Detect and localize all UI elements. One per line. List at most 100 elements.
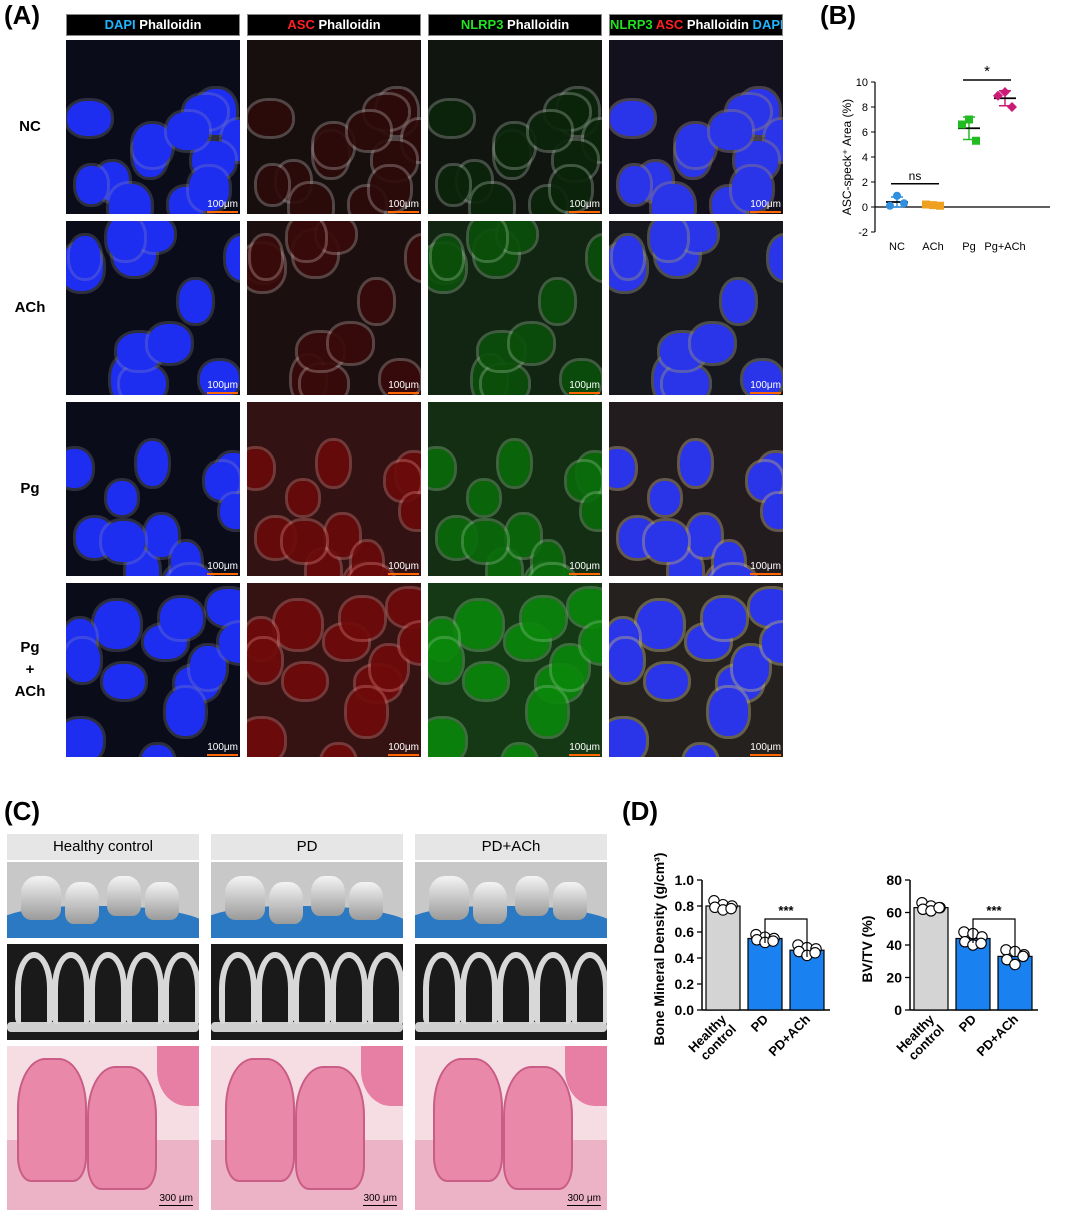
cell bbox=[646, 664, 688, 700]
cell bbox=[106, 221, 144, 260]
cell bbox=[649, 481, 681, 516]
scale-bar: 300 μm bbox=[363, 1193, 397, 1206]
micro-ct-slice bbox=[415, 944, 607, 1040]
panel-letter-c: (C) bbox=[4, 796, 41, 826]
tooth bbox=[429, 876, 469, 920]
x-tick-label: PD+ACh bbox=[765, 1011, 813, 1059]
jaw-cortex bbox=[211, 1022, 403, 1032]
cell bbox=[561, 360, 601, 395]
cell bbox=[274, 600, 321, 649]
cell bbox=[199, 360, 239, 395]
data-point bbox=[893, 191, 901, 200]
micro-ct-slice bbox=[211, 944, 403, 1040]
scale-bar: 100μm bbox=[207, 562, 238, 575]
cell bbox=[102, 521, 146, 563]
micro-ct-3d-render bbox=[415, 862, 607, 938]
scale-bar: 100μm bbox=[750, 200, 781, 213]
scale-bar-line bbox=[388, 211, 419, 213]
x-tick-label: PD+ACh bbox=[973, 1011, 1021, 1059]
tooth-root bbox=[163, 952, 199, 1024]
cell bbox=[147, 324, 192, 363]
column-header: PD bbox=[211, 834, 403, 860]
cell bbox=[679, 440, 711, 486]
x-tick-label-line: PD+ACh bbox=[973, 1011, 1021, 1059]
cell bbox=[287, 221, 325, 260]
cell bbox=[284, 664, 326, 700]
cell bbox=[380, 360, 420, 395]
micrograph-tile: 100μm bbox=[428, 583, 602, 757]
cell bbox=[399, 622, 421, 663]
cell bbox=[609, 719, 647, 757]
tooth bbox=[269, 882, 303, 924]
significance-label: *** bbox=[986, 903, 1002, 918]
scale-bar-line bbox=[750, 573, 781, 575]
data-point bbox=[1007, 102, 1017, 112]
cell bbox=[401, 493, 421, 530]
micrograph-tile: 100μm bbox=[609, 221, 783, 395]
he-histology: 300 μm bbox=[211, 1046, 403, 1210]
cell bbox=[321, 744, 355, 757]
cell bbox=[482, 364, 528, 395]
cell bbox=[207, 589, 240, 627]
cell bbox=[651, 184, 695, 214]
cell bbox=[204, 462, 240, 500]
data-point bbox=[958, 120, 966, 129]
y-tick-label: 80 bbox=[886, 872, 902, 888]
y-tick-label: 0.6 bbox=[675, 924, 695, 940]
tooth-section bbox=[225, 1058, 295, 1182]
he-histology: 300 μm bbox=[7, 1046, 199, 1210]
x-tick-label-line: PD bbox=[748, 1012, 771, 1035]
gingiva bbox=[361, 1046, 403, 1106]
cell bbox=[750, 589, 783, 627]
cell bbox=[283, 521, 327, 563]
channel-label: NLRP3 bbox=[460, 17, 504, 32]
channel-label: Phalloidin bbox=[314, 17, 381, 32]
scale-bar-line bbox=[569, 573, 600, 575]
x-tick-label: Healthycontrol bbox=[685, 1011, 739, 1065]
channel-label: Phalloidin bbox=[503, 17, 570, 32]
x-tick-label-line: PD bbox=[956, 1012, 979, 1035]
cell bbox=[370, 646, 407, 690]
y-tick-label: 1.0 bbox=[675, 872, 695, 888]
y-tick-label: 4 bbox=[862, 152, 868, 164]
tooth-root bbox=[497, 952, 535, 1024]
cell bbox=[522, 597, 565, 639]
micrograph-tile: 100μm bbox=[609, 402, 783, 576]
cell bbox=[428, 719, 466, 757]
cell bbox=[527, 688, 567, 736]
panel-letter-b: (B) bbox=[820, 0, 857, 30]
significance-label: *** bbox=[778, 903, 794, 918]
column-header: Healthy control bbox=[7, 834, 199, 860]
jaw-cortex bbox=[415, 1022, 607, 1032]
cell bbox=[189, 646, 226, 690]
tooth bbox=[515, 876, 549, 916]
scale-bar-line bbox=[750, 392, 781, 394]
bar bbox=[747, 937, 783, 1011]
y-tick-label: 0.4 bbox=[675, 950, 695, 966]
cell bbox=[732, 167, 772, 211]
cell bbox=[690, 324, 735, 363]
tooth-section bbox=[17, 1058, 87, 1182]
y-tick-label: 40 bbox=[886, 937, 902, 953]
scale-bar-line bbox=[388, 392, 419, 394]
significance-label: * bbox=[984, 63, 990, 80]
tooth-root bbox=[219, 952, 257, 1024]
row-label: ACh bbox=[14, 299, 46, 316]
cell bbox=[470, 184, 514, 214]
cell bbox=[711, 564, 757, 576]
bar bbox=[913, 907, 949, 1011]
data-point bbox=[975, 937, 987, 950]
scale-bar: 300 μm bbox=[159, 1193, 193, 1206]
scale-bar: 100μm bbox=[569, 743, 600, 756]
y-tick-label: 10 bbox=[856, 77, 868, 89]
cell bbox=[742, 360, 782, 395]
scale-bar-line bbox=[207, 754, 238, 756]
tooth-root bbox=[15, 952, 53, 1024]
micrograph-tile: 100μm bbox=[609, 40, 783, 214]
scale-bar-line bbox=[750, 211, 781, 213]
scale-bar: 100μm bbox=[569, 562, 600, 575]
scale-bar: 100μm bbox=[569, 381, 600, 394]
cell bbox=[431, 236, 463, 278]
significance-bracket bbox=[764, 918, 808, 957]
